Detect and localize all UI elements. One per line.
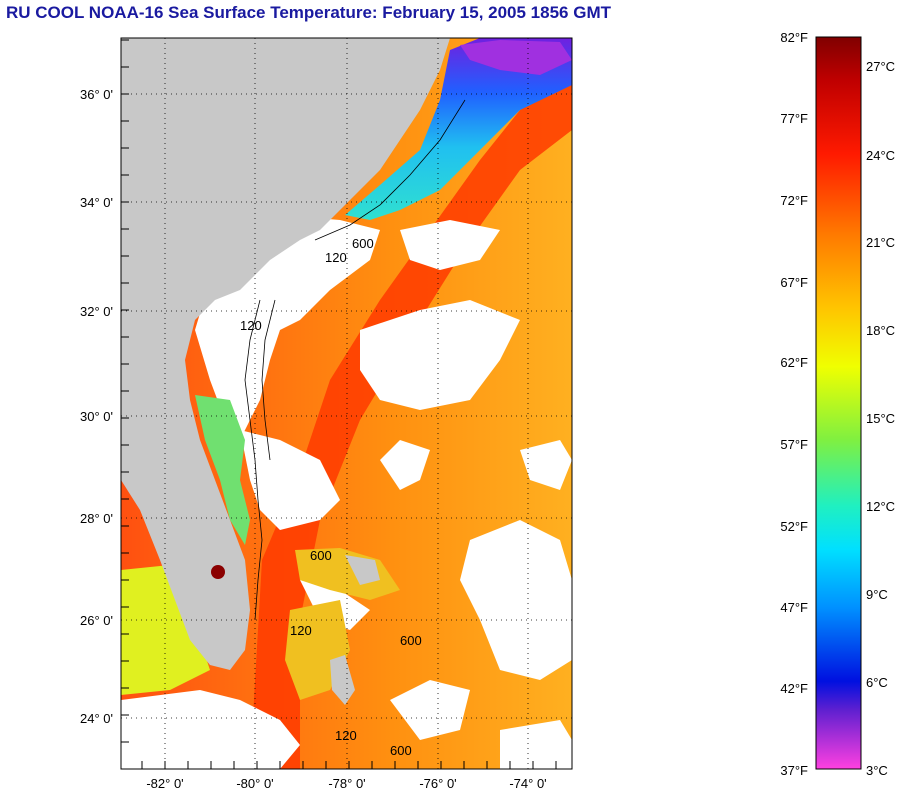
lon-label: -76° 0' — [419, 776, 456, 791]
lon-label: -82° 0' — [146, 776, 183, 791]
gulf-stream — [250, 80, 572, 769]
contour-line — [314, 99, 466, 241]
colorbar-c-label: 27°C — [866, 59, 895, 74]
page-title: RU COOL NOAA-16 Sea Surface Temperature:… — [6, 3, 611, 22]
lat-label: 34° 0' — [80, 195, 113, 210]
colorbar-c-label: 9°C — [866, 587, 888, 602]
andros-island — [330, 655, 355, 705]
colorbar-c-label: 15°C — [866, 411, 895, 426]
contour-line — [261, 299, 276, 461]
map-area: 120 600 120 600 120 600 120 600 — [121, 38, 572, 769]
contour-label: 600 — [310, 548, 332, 563]
lat-label: 26° 0' — [80, 613, 113, 628]
colorbar-c-label: 6°C — [866, 675, 888, 690]
colorbar-f-label: 72°F — [780, 193, 808, 208]
lon-label: -74° 0' — [509, 776, 546, 791]
cold-shelf-water — [345, 38, 572, 220]
lake-okeechobee — [211, 565, 225, 579]
lat-label: 28° 0' — [80, 511, 113, 526]
lat-label: 32° 0' — [80, 304, 113, 319]
colorbar-f-label: 62°F — [780, 355, 808, 370]
colorbar-f-label: 42°F — [780, 681, 808, 696]
contour-label: 600 — [390, 743, 412, 758]
lat-label: 36° 0' — [80, 87, 113, 102]
lat-label: 24° 0' — [80, 711, 113, 726]
contour-label: 600 — [400, 633, 422, 648]
colorbar-f-label: 82°F — [780, 30, 808, 45]
cloud-mask — [121, 215, 572, 769]
colorbar-c-label: 18°C — [866, 323, 895, 338]
colorbar-c-label: 21°C — [866, 235, 895, 250]
contour-label: 120 — [290, 623, 312, 638]
us-east-coast-land — [121, 38, 450, 670]
colorbar-c-label: 24°C — [866, 148, 895, 163]
contour-label: 120 — [325, 250, 347, 265]
colorbar-f-label: 47°F — [780, 600, 808, 615]
contour-label: 120 — [335, 728, 357, 743]
coastal-cool-water — [195, 395, 250, 545]
graticule — [121, 38, 572, 769]
colorbar — [815, 36, 862, 770]
gulf-of-mexico-water — [121, 565, 210, 695]
grand-bahama-island — [345, 555, 380, 585]
colorbar-f-label: 52°F — [780, 519, 808, 534]
colorbar-f-label: 77°F — [780, 111, 808, 126]
lon-label: -80° 0' — [236, 776, 273, 791]
contour-label: 600 — [352, 236, 374, 251]
contour-line — [244, 299, 263, 621]
map-frame — [120, 37, 573, 770]
colorbar-f-label: 37°F — [780, 763, 808, 778]
contour-label: 120 — [240, 318, 262, 333]
colorbar-f-label: 67°F — [780, 275, 808, 290]
colorbar-f-label: 57°F — [780, 437, 808, 452]
colorbar-c-label: 3°C — [866, 763, 888, 778]
cold-water-north — [460, 40, 572, 75]
lat-label: 30° 0' — [80, 409, 113, 424]
lon-label: -78° 0' — [328, 776, 365, 791]
map-ticks — [121, 39, 557, 769]
colorbar-c-label: 12°C — [866, 499, 895, 514]
